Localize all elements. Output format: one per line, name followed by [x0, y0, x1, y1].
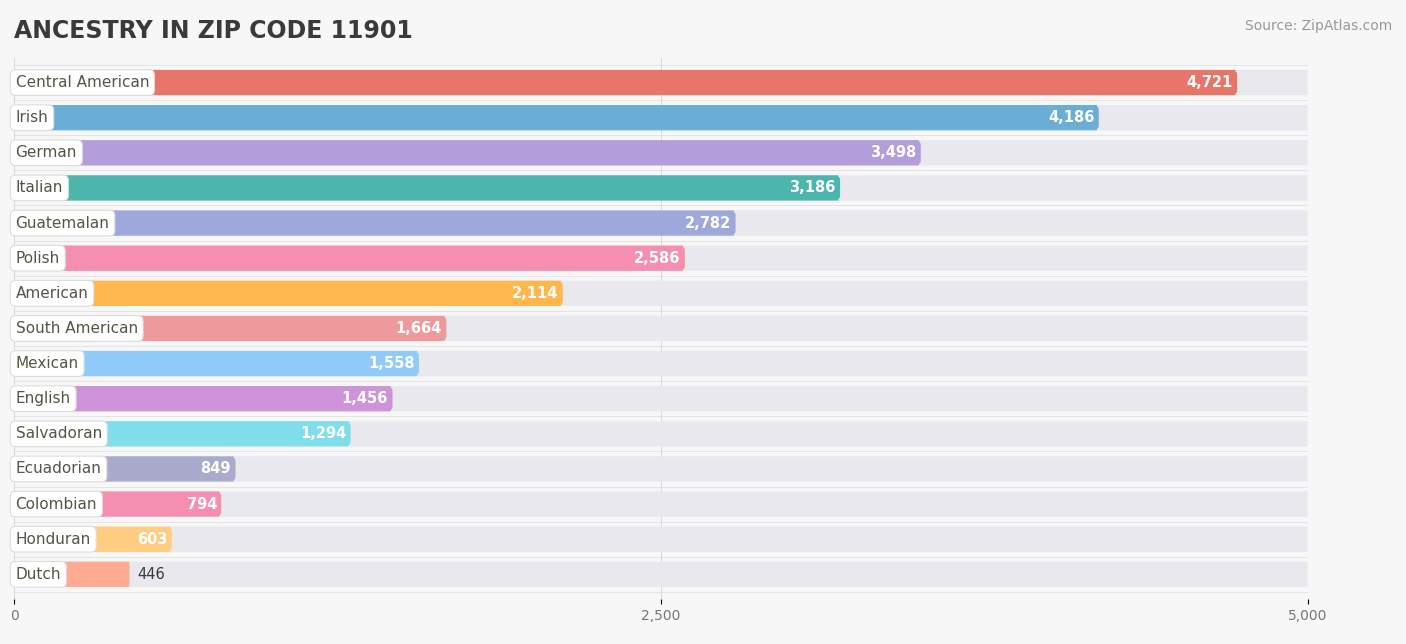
Text: 4,186: 4,186 — [1047, 110, 1094, 125]
FancyBboxPatch shape — [14, 245, 1308, 271]
Text: 4,721: 4,721 — [1187, 75, 1233, 90]
FancyBboxPatch shape — [14, 140, 920, 166]
Text: 1,558: 1,558 — [368, 356, 415, 371]
FancyBboxPatch shape — [14, 351, 1308, 376]
FancyBboxPatch shape — [14, 211, 734, 236]
FancyBboxPatch shape — [14, 105, 1308, 130]
FancyBboxPatch shape — [14, 386, 391, 412]
FancyBboxPatch shape — [14, 281, 561, 306]
Text: Honduran: Honduran — [15, 532, 91, 547]
Text: 849: 849 — [201, 462, 231, 477]
FancyBboxPatch shape — [14, 175, 838, 200]
Text: Central American: Central American — [15, 75, 149, 90]
Text: Mexican: Mexican — [15, 356, 79, 371]
Text: Polish: Polish — [15, 251, 60, 266]
Text: Irish: Irish — [15, 110, 48, 125]
FancyBboxPatch shape — [14, 175, 1308, 200]
FancyBboxPatch shape — [14, 211, 1308, 236]
Text: 794: 794 — [187, 497, 217, 511]
Text: American: American — [15, 286, 89, 301]
Text: 2,782: 2,782 — [685, 216, 731, 231]
FancyBboxPatch shape — [14, 491, 1308, 516]
Text: Salvadoran: Salvadoran — [15, 426, 101, 441]
Text: 1,294: 1,294 — [299, 426, 346, 441]
FancyBboxPatch shape — [14, 457, 233, 482]
Text: ANCESTRY IN ZIP CODE 11901: ANCESTRY IN ZIP CODE 11901 — [14, 19, 413, 43]
FancyBboxPatch shape — [14, 316, 1308, 341]
Text: Source: ZipAtlas.com: Source: ZipAtlas.com — [1244, 19, 1392, 33]
FancyBboxPatch shape — [14, 105, 1097, 130]
Text: Italian: Italian — [15, 180, 63, 195]
Text: German: German — [15, 146, 77, 160]
FancyBboxPatch shape — [14, 491, 219, 516]
FancyBboxPatch shape — [14, 421, 1308, 446]
Text: 1,664: 1,664 — [395, 321, 441, 336]
Text: 2,114: 2,114 — [512, 286, 558, 301]
Text: Ecuadorian: Ecuadorian — [15, 462, 101, 477]
FancyBboxPatch shape — [14, 386, 1308, 412]
FancyBboxPatch shape — [14, 316, 444, 341]
Text: South American: South American — [15, 321, 138, 336]
FancyBboxPatch shape — [14, 245, 683, 271]
FancyBboxPatch shape — [14, 421, 349, 446]
FancyBboxPatch shape — [14, 457, 1308, 482]
FancyBboxPatch shape — [14, 281, 1308, 306]
FancyBboxPatch shape — [14, 527, 1308, 552]
FancyBboxPatch shape — [14, 562, 1308, 587]
Text: 603: 603 — [136, 532, 167, 547]
FancyBboxPatch shape — [14, 70, 1236, 95]
Text: 1,456: 1,456 — [342, 391, 388, 406]
Text: Colombian: Colombian — [15, 497, 97, 511]
FancyBboxPatch shape — [14, 562, 129, 587]
Text: Guatemalan: Guatemalan — [15, 216, 110, 231]
Text: English: English — [15, 391, 70, 406]
FancyBboxPatch shape — [14, 70, 1308, 95]
Text: 446: 446 — [138, 567, 165, 582]
Text: 3,186: 3,186 — [789, 180, 835, 195]
Text: Dutch: Dutch — [15, 567, 60, 582]
FancyBboxPatch shape — [14, 140, 1308, 166]
Text: 3,498: 3,498 — [870, 146, 917, 160]
FancyBboxPatch shape — [14, 351, 418, 376]
Text: 2,586: 2,586 — [634, 251, 681, 266]
FancyBboxPatch shape — [14, 527, 170, 552]
